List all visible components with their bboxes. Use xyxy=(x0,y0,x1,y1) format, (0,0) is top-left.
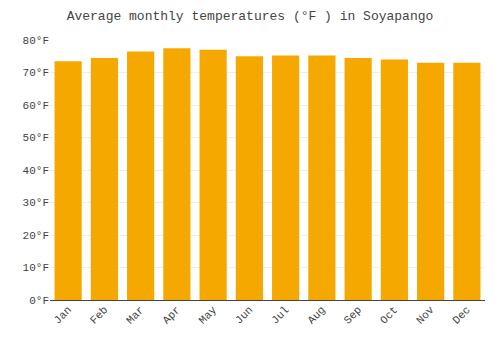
svg-text:Average monthly temperatures (: Average monthly temperatures (°F ) in So… xyxy=(67,9,434,24)
svg-text:Jul: Jul xyxy=(269,304,291,326)
svg-text:Nov: Nov xyxy=(414,304,437,327)
svg-text:50°F: 50°F xyxy=(23,132,49,144)
svg-text:Aug: Aug xyxy=(305,304,327,326)
svg-text:0°F: 0°F xyxy=(29,295,49,307)
svg-text:70°F: 70°F xyxy=(23,67,49,79)
svg-text:40°F: 40°F xyxy=(23,165,49,177)
svg-text:10°F: 10°F xyxy=(23,262,49,274)
svg-text:Oct: Oct xyxy=(378,304,400,326)
svg-text:Jan: Jan xyxy=(52,304,74,326)
svg-text:Apr: Apr xyxy=(160,304,182,326)
svg-text:30°F: 30°F xyxy=(23,197,49,209)
svg-text:Mar: Mar xyxy=(124,304,146,326)
svg-text:May: May xyxy=(197,304,220,327)
svg-text:60°F: 60°F xyxy=(23,100,49,112)
svg-text:Feb: Feb xyxy=(88,304,110,326)
svg-text:Dec: Dec xyxy=(450,304,472,326)
svg-text:20°F: 20°F xyxy=(23,230,49,242)
svg-text:80°F: 80°F xyxy=(23,35,49,47)
svg-text:Sep: Sep xyxy=(342,304,364,326)
svg-text:Jun: Jun xyxy=(233,304,255,326)
